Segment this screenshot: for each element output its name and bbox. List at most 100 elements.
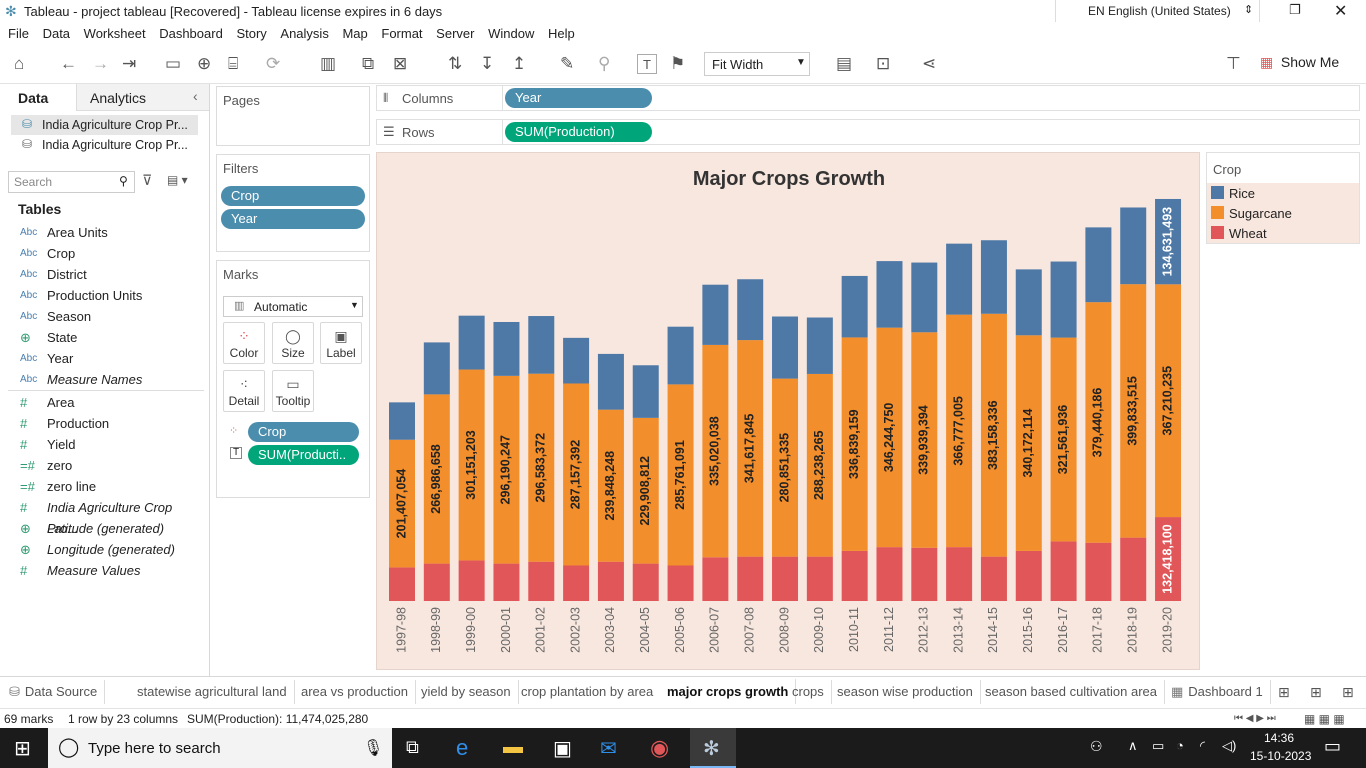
tableau-taskbar-button[interactable]: ✻ xyxy=(690,728,736,768)
swap-rows-columns-icon[interactable]: ⇅ xyxy=(448,54,463,73)
pause-updates-icon[interactable]: ⌸ xyxy=(228,54,239,73)
filter-pill-crop[interactable]: Crop xyxy=(221,186,365,206)
marks-card[interactable]: Marks ▥ Automatic ▼ ⁘ Color ◯ Size ▣ Label … xyxy=(216,260,370,498)
bar-segment-wheat[interactable] xyxy=(493,563,520,601)
columns-pill-year[interactable]: Year xyxy=(505,88,652,108)
detail-button[interactable]: ⁖ Detail xyxy=(223,370,265,412)
bar-segment-wheat[interactable] xyxy=(1120,537,1147,601)
bar-segment-rice[interactable] xyxy=(702,284,729,345)
bar-segment-rice[interactable] xyxy=(876,261,903,328)
bar-segment-sugarcane[interactable] xyxy=(876,327,903,548)
marks-pill-crop[interactable]: Crop xyxy=(248,422,359,442)
rows-pill-production[interactable]: SUM(Production) xyxy=(505,122,652,142)
bar-segment-rice[interactable] xyxy=(458,315,485,370)
duplicate-sheet-icon[interactable]: ⧉ xyxy=(362,54,375,73)
bar-segment-sugarcane[interactable] xyxy=(423,394,450,564)
search-input[interactable]: Search ⚲ xyxy=(8,171,135,193)
rows-shelf[interactable]: ☰ Rows SUM(Production) xyxy=(376,119,1360,145)
clear-sheet-icon[interactable]: ⊠ xyxy=(393,54,408,73)
measure-field[interactable]: =# zero xyxy=(0,455,205,476)
sheet-tab[interactable]: season wise production xyxy=(830,680,981,704)
bar-segment-wheat[interactable] xyxy=(458,560,485,601)
redo-icon[interactable]: → xyxy=(92,54,109,73)
bar-segment-wheat[interactable] xyxy=(806,556,833,601)
sheet-nav-icons[interactable]: ⏮ ◀ ▶ ⏭ xyxy=(1234,713,1276,724)
new-worksheet-tab-icon[interactable]: ⊞ xyxy=(1278,684,1290,700)
bar-segment-wheat[interactable] xyxy=(911,547,938,601)
dimension-field[interactable]: Abc Crop xyxy=(0,243,205,264)
menu-map[interactable]: Map xyxy=(342,26,368,41)
pages-card[interactable]: Pages xyxy=(216,86,370,146)
bar-segment-sugarcane[interactable] xyxy=(806,373,833,557)
measure-field[interactable]: # Area xyxy=(0,392,205,413)
show-me-button[interactable]: ▦ Show Me xyxy=(1260,54,1339,74)
bar-segment-rice[interactable] xyxy=(911,262,938,333)
sheet-tab[interactable]: ⛁ Data Source xyxy=(2,680,106,704)
menu-format[interactable]: Format xyxy=(381,26,423,41)
bar-segment-rice[interactable] xyxy=(632,365,659,418)
sheet-tab[interactable]: season based cultivation area xyxy=(978,680,1166,704)
bar-segment-rice[interactable] xyxy=(1155,198,1182,285)
bar-segment-rice[interactable] xyxy=(737,279,764,341)
bar-segment-sugarcane[interactable] xyxy=(980,313,1007,557)
view-options-icon[interactable]: ▤ ▾ xyxy=(167,173,188,187)
menu-data[interactable]: Data xyxy=(42,26,71,41)
sheet-tab[interactable]: yield by season xyxy=(414,680,519,704)
tab-analytics[interactable]: Analytics ‹ xyxy=(76,84,209,111)
bar-segment-wheat[interactable] xyxy=(772,556,799,601)
presentation-mode-icon[interactable]: ⊡ xyxy=(876,54,891,73)
menu-help[interactable]: Help xyxy=(547,26,575,41)
bar-segment-rice[interactable] xyxy=(389,402,415,440)
sheet-tab[interactable]: crops xyxy=(785,680,832,704)
dimension-field[interactable]: Abc District xyxy=(0,264,205,285)
group-members-icon[interactable]: ⚲ xyxy=(598,54,611,73)
bar-segment-sugarcane[interactable] xyxy=(528,373,555,562)
new-dashboard-tab-icon[interactable]: ⊞ xyxy=(1310,684,1322,700)
notifications-icon[interactable]: ▭ xyxy=(1324,736,1342,756)
new-worksheet-icon[interactable]: ▥ xyxy=(320,54,337,73)
menu-dashboard[interactable]: Dashboard xyxy=(159,26,223,41)
filter-icon[interactable]: ⊽ xyxy=(142,172,153,188)
bar-segment-sugarcane[interactable] xyxy=(389,439,415,568)
color-button[interactable]: ⁘ Color xyxy=(223,322,265,364)
bar-segment-wheat[interactable] xyxy=(632,563,659,601)
dimension-field[interactable]: ⊕ State xyxy=(0,327,205,348)
data-source-item[interactable]: ⛁ India Agriculture Crop Pr... xyxy=(11,135,198,155)
columns-shelf[interactable]: ⦀ Columns Year xyxy=(376,85,1360,111)
collapse-pane-icon[interactable]: ‹ xyxy=(193,88,198,104)
bar-segment-rice[interactable] xyxy=(1085,227,1112,303)
people-icon[interactable]: ⚇ xyxy=(1090,738,1103,754)
measure-field[interactable]: # India Agriculture Crop Pro... xyxy=(0,497,205,536)
bar-segment-sugarcane[interactable] xyxy=(493,375,520,564)
size-button[interactable]: ◯ Size xyxy=(272,322,314,364)
bar-segment-sugarcane[interactable] xyxy=(1015,335,1042,551)
dimension-field[interactable]: Abc Year xyxy=(0,348,205,369)
sort-descending-icon[interactable]: ↥ xyxy=(512,54,527,73)
menu-file[interactable]: File xyxy=(8,26,29,41)
bar-segment-wheat[interactable] xyxy=(980,556,1007,601)
bar-segment-rice[interactable] xyxy=(772,316,799,379)
tab-data[interactable]: Data xyxy=(0,84,76,111)
bar-segment-wheat[interactable] xyxy=(1015,550,1042,601)
grid-view-icons[interactable]: ▦ ▦ ▦ xyxy=(1304,712,1345,726)
crop-legend[interactable]: Crop Rice Sugarcane Wheat xyxy=(1206,152,1360,244)
undo-icon[interactable]: ← xyxy=(60,54,77,73)
menu-story[interactable]: Story xyxy=(236,26,267,41)
bar-segment-wheat[interactable] xyxy=(737,556,764,601)
bar-segment-rice[interactable] xyxy=(806,317,833,374)
measure-field[interactable]: =# zero line xyxy=(0,476,205,497)
format-painter-icon[interactable]: ⊤ xyxy=(1226,54,1241,73)
bar-segment-wheat[interactable] xyxy=(946,547,973,601)
bar-segment-sugarcane[interactable] xyxy=(946,314,973,548)
taskbar-search-input[interactable]: ◯ Type here to search 🎙 xyxy=(48,728,392,768)
menu-analysis[interactable]: Analysis xyxy=(280,26,329,41)
measure-field[interactable]: # Yield xyxy=(0,434,205,455)
bar-segment-sugarcane[interactable] xyxy=(911,332,938,548)
sheet-tab[interactable]: ▦ Dashboard 1 xyxy=(1164,680,1271,704)
bar-segment-wheat[interactable] xyxy=(1050,541,1077,601)
windows-start-icon[interactable]: ⊞ xyxy=(14,738,31,760)
filters-card[interactable]: Filters Crop Year xyxy=(216,154,370,252)
bar-segment-rice[interactable] xyxy=(1120,207,1147,285)
menu-server[interactable]: Server xyxy=(436,26,475,41)
wifi-icon[interactable]: ◜ xyxy=(1200,738,1206,753)
